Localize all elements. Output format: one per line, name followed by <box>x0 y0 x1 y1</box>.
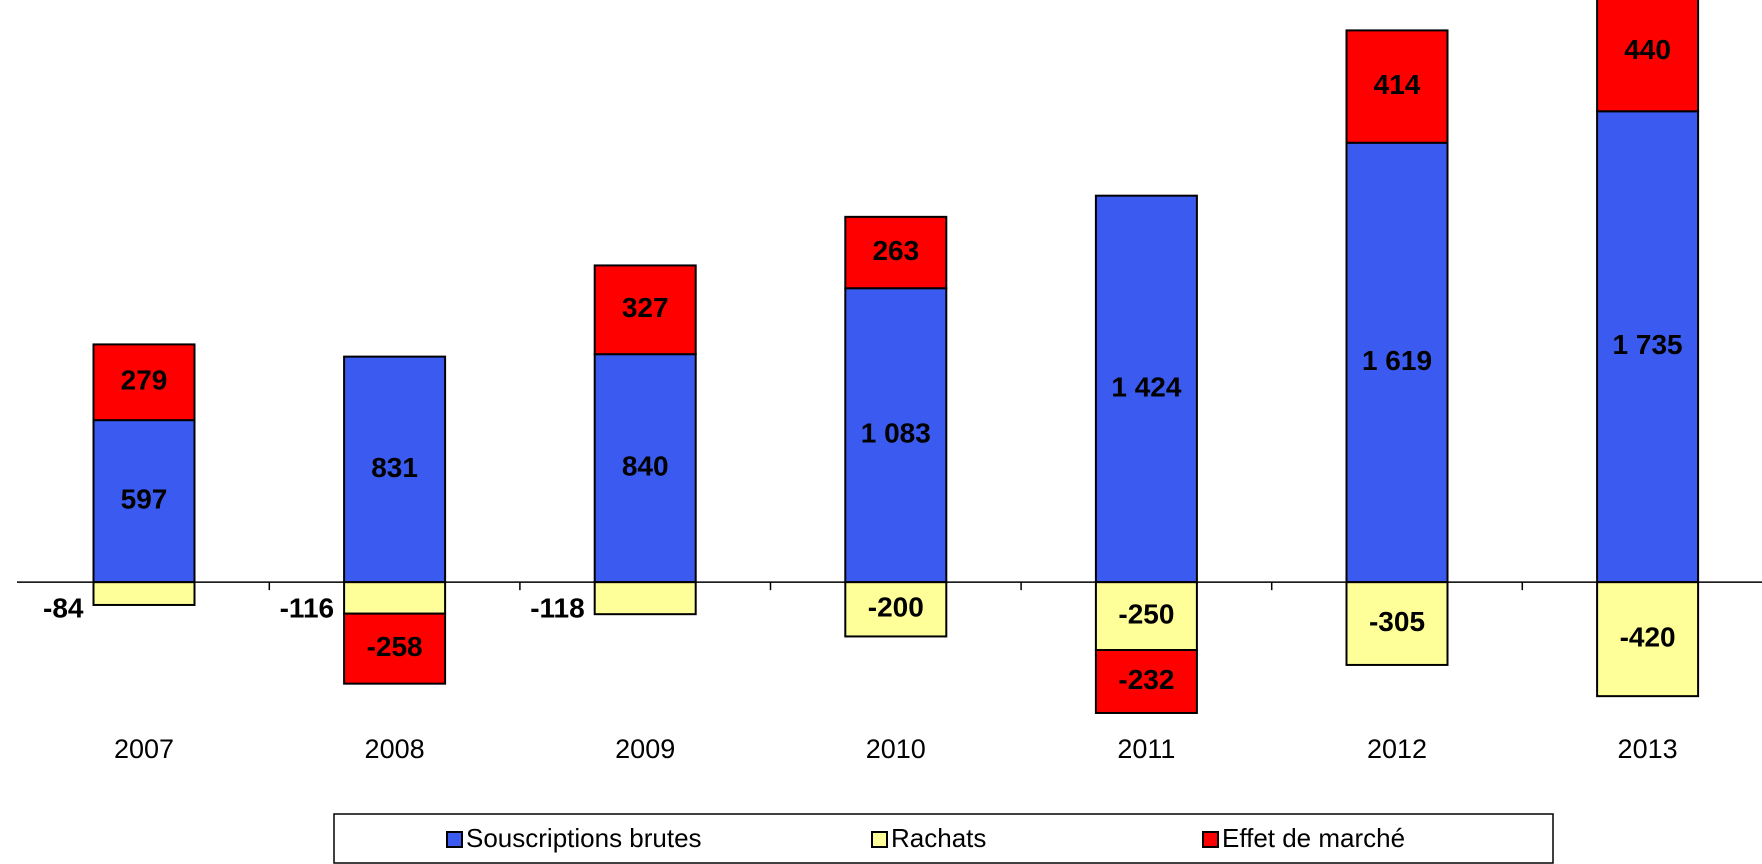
data-label: 1 619 <box>1362 345 1432 376</box>
bar-segment <box>343 612 447 685</box>
data-label: 263 <box>872 235 919 266</box>
bar-segment <box>1596 0 1700 113</box>
legend-label: Effet de marché <box>1222 823 1405 853</box>
legend-swatch <box>871 831 888 848</box>
data-label: 831 <box>371 452 418 483</box>
data-label: 279 <box>121 365 168 396</box>
data-label: -116 <box>280 593 335 624</box>
data-label: 1 735 <box>1613 329 1683 360</box>
data-label: 414 <box>1374 69 1421 100</box>
x-tick-label: 2010 <box>866 734 926 764</box>
bar-segment <box>343 355 447 584</box>
x-tick-label: 2011 <box>1117 734 1175 764</box>
bar-segment <box>593 353 697 584</box>
bar-segment <box>92 343 196 422</box>
data-label: -305 <box>1369 606 1425 637</box>
bar-segment <box>1345 29 1449 144</box>
data-label: 1 083 <box>861 418 931 449</box>
bar-segment <box>92 419 196 584</box>
x-tick-label: 2013 <box>1618 734 1678 764</box>
x-tick-label: 2007 <box>114 734 174 764</box>
data-label: 440 <box>1624 34 1671 65</box>
x-tick-label: 2008 <box>365 734 425 764</box>
bar-segment <box>1094 649 1198 714</box>
bar-segment <box>92 581 196 606</box>
data-label: 1 424 <box>1111 371 1181 402</box>
data-label: -232 <box>1118 664 1174 695</box>
bar-segment <box>1596 110 1700 584</box>
data-label: -200 <box>868 592 924 623</box>
x-tick-label: 2012 <box>1367 734 1427 764</box>
bar-segment <box>844 215 948 290</box>
data-label: -118 <box>530 593 585 624</box>
bar-segment <box>1094 581 1198 652</box>
data-label: -84 <box>43 593 84 624</box>
legend-swatch <box>1202 831 1219 848</box>
data-label: 327 <box>622 292 669 323</box>
legend-label: Rachats <box>891 823 986 853</box>
data-label: -420 <box>1620 622 1676 653</box>
legend-swatch <box>446 831 463 848</box>
bar-segment <box>844 581 948 638</box>
x-tick-label: 2009 <box>615 734 675 764</box>
data-label: -258 <box>367 631 423 662</box>
legend-box <box>333 813 1554 864</box>
bar-segment <box>593 264 697 356</box>
bar-segment <box>1345 581 1449 666</box>
bar-segment <box>343 581 447 615</box>
bar-segment <box>593 581 697 616</box>
bar-segment <box>1596 581 1700 698</box>
data-label: -250 <box>1118 598 1174 629</box>
data-label: 840 <box>622 451 669 482</box>
data-label: 597 <box>121 484 168 515</box>
legend-label: Souscriptions brutes <box>466 823 702 853</box>
